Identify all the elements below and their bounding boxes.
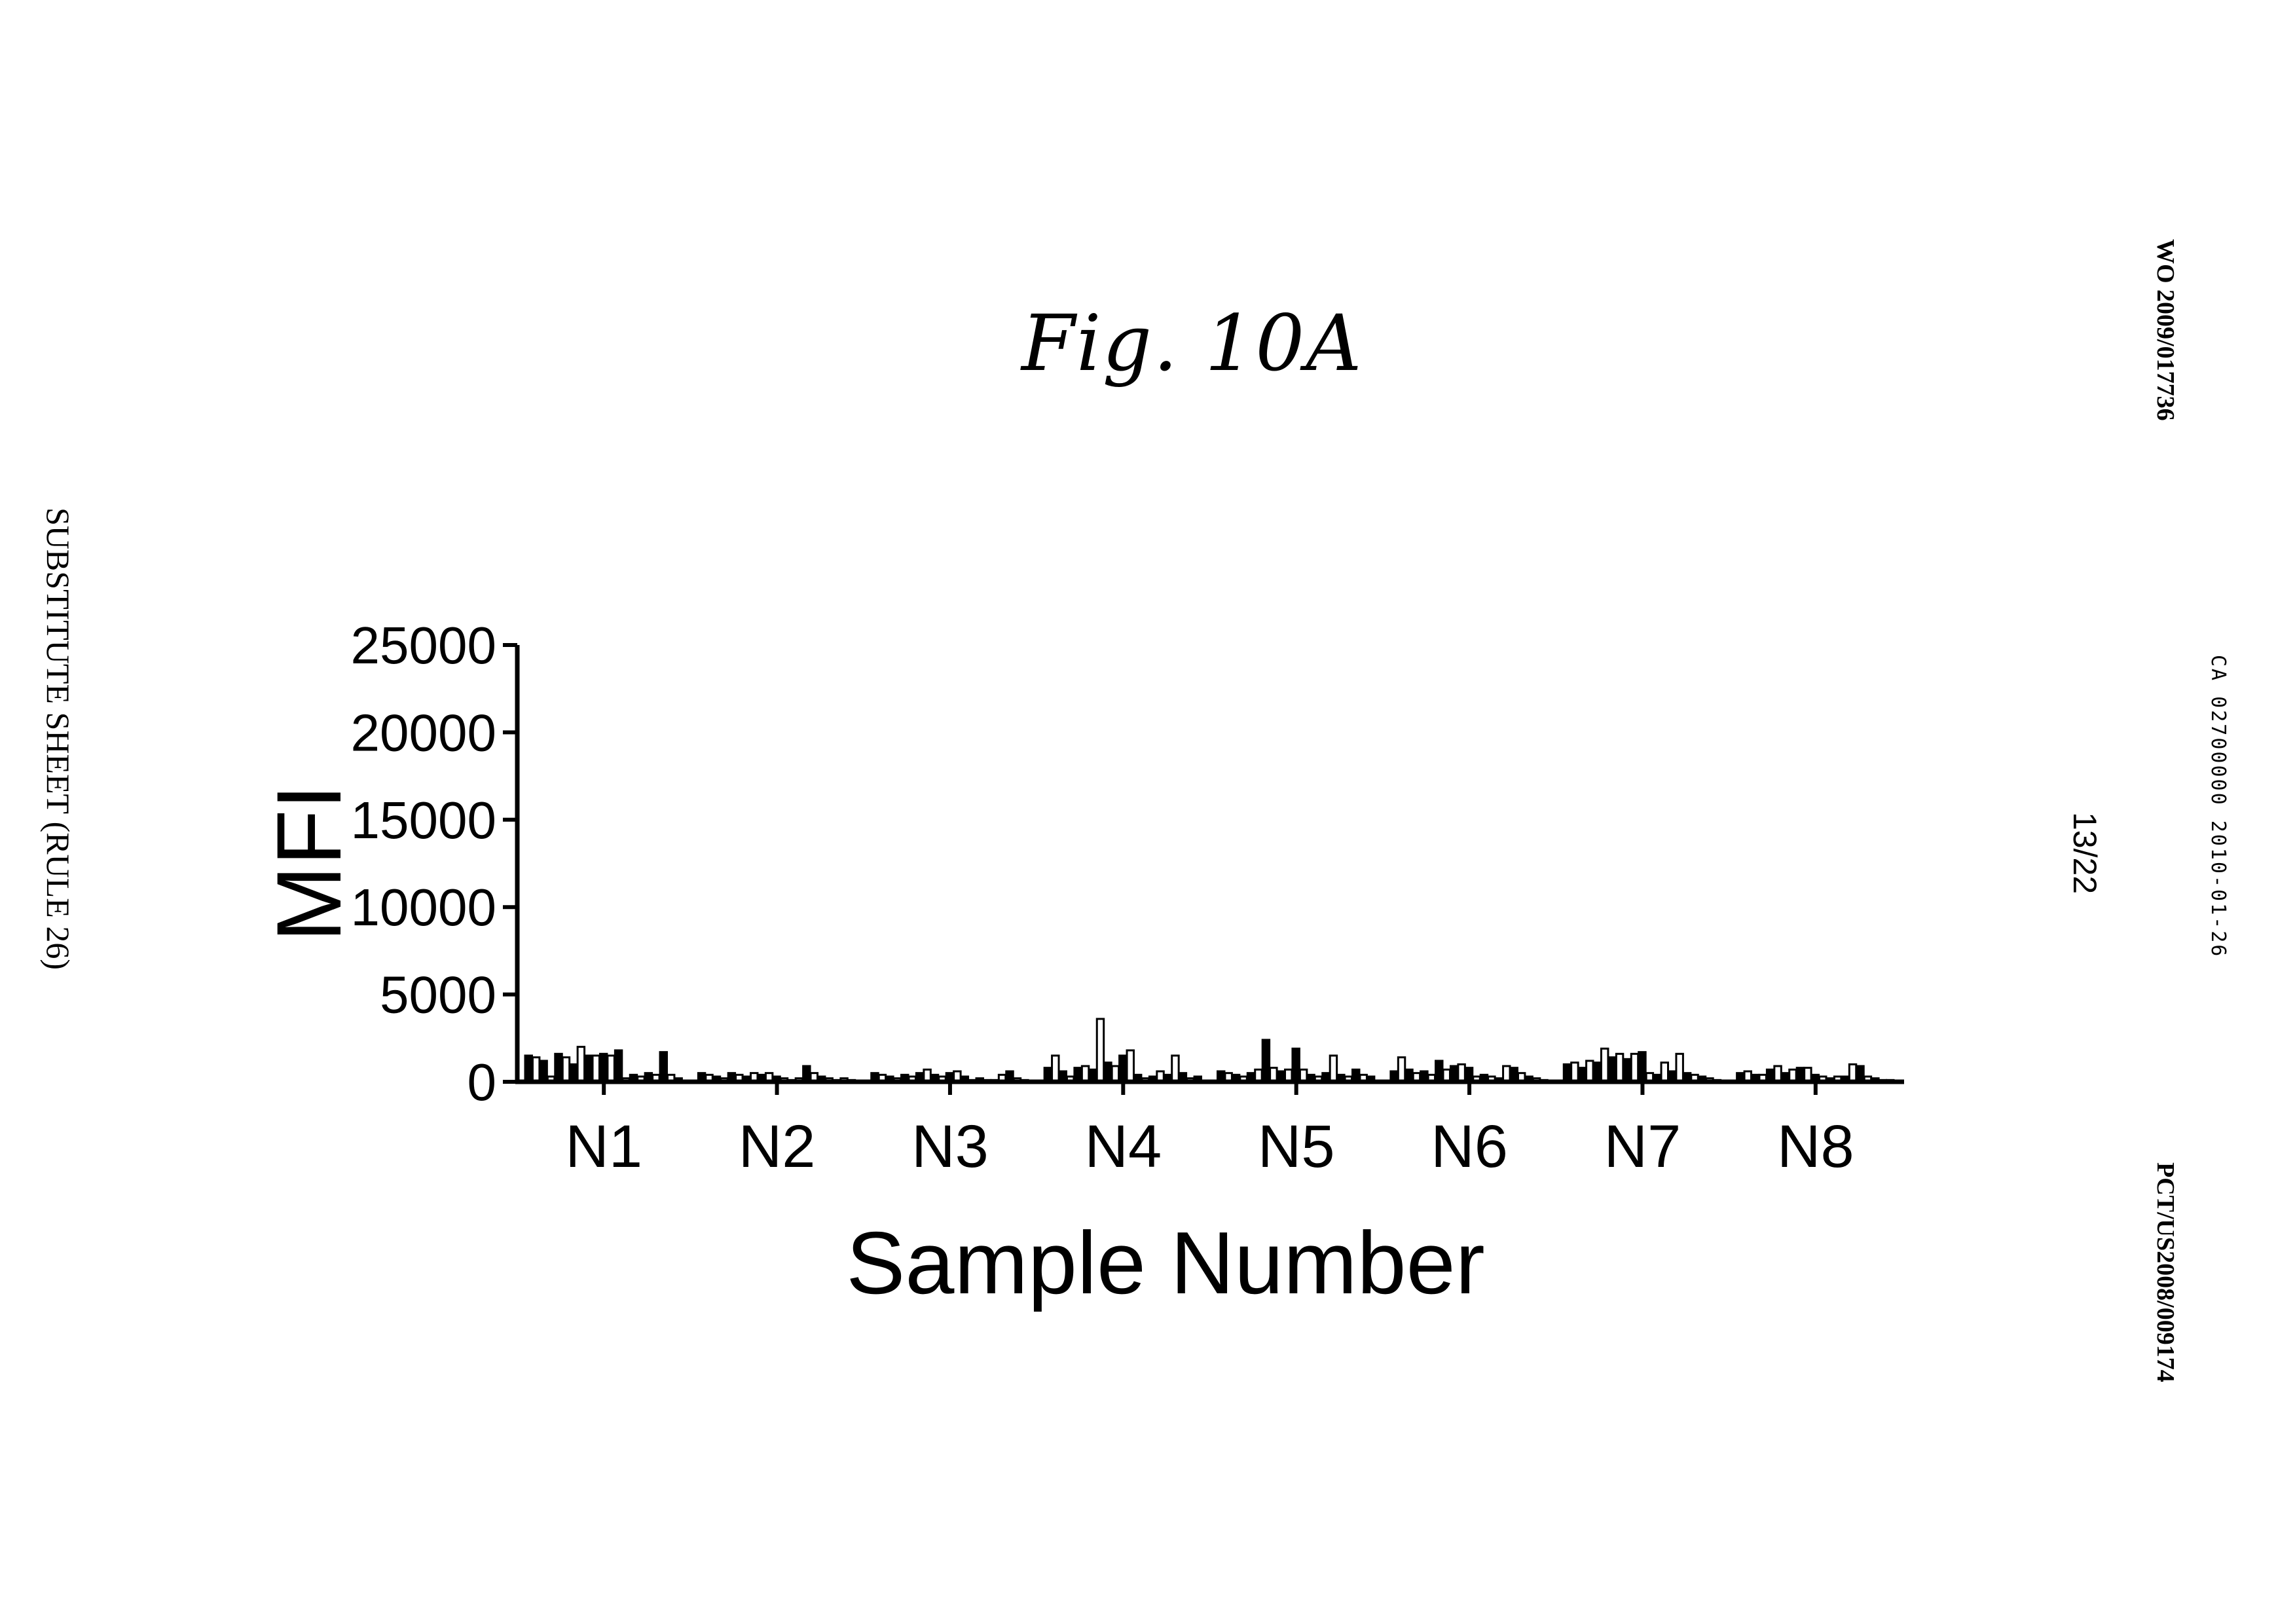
x-axis-label: Sample Number <box>846 1213 1484 1312</box>
bar-n1-11 <box>600 1054 606 1082</box>
bar-n6-2 <box>1398 1058 1405 1082</box>
x-tick-label-n8: N8 <box>1777 1113 1854 1180</box>
y-tick-label: 25000 <box>351 616 496 674</box>
bar-n4-8 <box>1097 1019 1103 1082</box>
bar-n1-10 <box>593 1056 599 1082</box>
bar-n7-6 <box>1601 1048 1607 1082</box>
bar-n4-9 <box>1105 1063 1111 1082</box>
bar-n1-5 <box>555 1054 562 1082</box>
bar-n1-13 <box>615 1050 621 1082</box>
x-ticks: N1 N2 N3 N4 N5 N6 N7 N8 <box>565 1082 1854 1180</box>
bar-n4-18 <box>1172 1056 1179 1082</box>
x-tick-label-n7: N7 <box>1604 1113 1681 1180</box>
x-tick-label-n4: N4 <box>1085 1113 1162 1180</box>
x-tick-label-n5: N5 <box>1258 1113 1335 1180</box>
y-ticks: 0 5000 10000 15000 20000 25000 <box>351 616 517 1111</box>
bar-n1-8 <box>578 1047 584 1082</box>
bar-n1-6 <box>562 1058 569 1082</box>
x-tick-label-n3: N3 <box>911 1113 989 1180</box>
bar-n4-6 <box>1082 1066 1088 1082</box>
bar-n7-10 <box>1631 1054 1638 1082</box>
bar-n1-1 <box>525 1056 532 1082</box>
bar-n7-4 <box>1587 1061 1593 1082</box>
bar-n1-9 <box>585 1056 592 1082</box>
bar-n4-2 <box>1052 1056 1059 1082</box>
bar-n5-11 <box>1293 1048 1299 1082</box>
bar-n8-6 <box>1774 1066 1781 1082</box>
bar-n8-17 <box>1857 1066 1864 1082</box>
bar-n4-10 <box>1112 1066 1118 1082</box>
bar-n6-9 <box>1450 1066 1457 1082</box>
bar-n1-3 <box>540 1061 547 1082</box>
x-tick-label-n1: N1 <box>565 1113 642 1180</box>
bars-layer <box>525 1019 1894 1082</box>
y-tick-label: 0 <box>468 1053 497 1111</box>
bar-n7-16 <box>1676 1054 1683 1082</box>
bar-n7-1 <box>1564 1064 1570 1082</box>
y-tick-label: 5000 <box>380 966 496 1024</box>
bar-n8-16 <box>1849 1064 1856 1082</box>
bar-n6-10 <box>1458 1064 1465 1082</box>
y-axis-label: MFI <box>257 784 360 942</box>
x-tick-label-n2: N2 <box>739 1113 816 1180</box>
bar-n7-8 <box>1616 1054 1623 1082</box>
bar-n7-9 <box>1624 1059 1630 1082</box>
bar-n1-19 <box>660 1052 667 1082</box>
bar-n1-2 <box>532 1058 539 1082</box>
bar-n7-5 <box>1594 1063 1600 1082</box>
bar-n6-16 <box>1503 1066 1510 1082</box>
x-tick-label-n6: N6 <box>1431 1113 1508 1180</box>
bar-n4-11 <box>1120 1056 1126 1082</box>
y-tick-label: 10000 <box>351 878 496 936</box>
bar-n1-12 <box>608 1056 614 1082</box>
bar-n7-2 <box>1571 1063 1578 1082</box>
bar-n1-7 <box>570 1064 577 1082</box>
bar-n6-7 <box>1436 1061 1442 1082</box>
bar-n4-12 <box>1127 1050 1133 1082</box>
bar-n2-15 <box>803 1066 810 1082</box>
y-tick-label: 15000 <box>351 791 496 849</box>
bar-n7-7 <box>1609 1058 1615 1082</box>
y-tick-label: 20000 <box>351 703 496 762</box>
bar-n5-7 <box>1262 1040 1269 1082</box>
bar-n7-11 <box>1639 1052 1645 1082</box>
bar-n5-16 <box>1330 1056 1336 1082</box>
bar-n7-14 <box>1661 1063 1668 1082</box>
